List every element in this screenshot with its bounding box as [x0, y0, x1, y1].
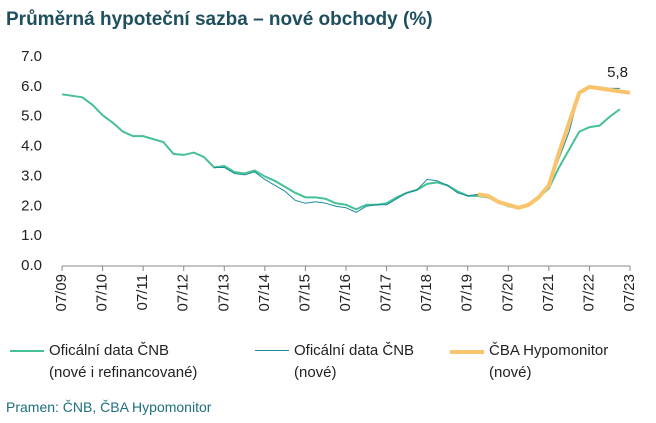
y-tick-label: 1.0 — [21, 227, 42, 244]
legend-item: Oficální data ČNB (nové) — [255, 340, 414, 384]
y-tick-label: 6.0 — [21, 78, 42, 95]
x-tick-label: 07/09 — [53, 274, 70, 312]
x-tick-label: 07/18 — [418, 274, 435, 312]
x-tick-label: 07/21 — [540, 274, 557, 312]
chart: Průměrná hypoteční sazba – nové obchody … — [6, 9, 638, 312]
x-tick-label: 07/13 — [215, 274, 232, 312]
legend-item: Oficální data ČNB (nové i refinancované) — [10, 340, 197, 384]
x-tick-label: 07/15 — [296, 274, 313, 312]
legend: Oficální data ČNB (nové i refinancované)… — [10, 340, 650, 390]
x-tick-label: 07/23 — [621, 274, 638, 312]
legend-label: ČBA Hypomonitor (nové) — [489, 342, 609, 381]
legend-item: ČBA Hypomonitor (nové) — [450, 340, 608, 384]
y-tick-label: 0.0 — [21, 257, 42, 274]
legend-swatch — [255, 350, 289, 351]
x-tick-label: 07/14 — [256, 274, 273, 312]
x-tick-label: 07/19 — [459, 274, 476, 312]
x-tick-label: 07/11 — [134, 274, 151, 310]
series-line — [477, 84, 631, 210]
chart-title: Průměrná hypoteční sazba – nové obchody … — [6, 9, 433, 30]
y-tick-label: 3.0 — [21, 167, 42, 184]
x-tick-label: 07/20 — [499, 274, 516, 312]
y-tick-label: 4.0 — [21, 138, 42, 155]
y-tick-label: 5.0 — [21, 108, 42, 125]
x-tick-label: 07/12 — [175, 274, 192, 312]
legend-swatch — [450, 350, 484, 354]
x-tick-label: 07/10 — [94, 274, 111, 312]
legend-swatch — [10, 350, 44, 352]
annotation: 5,8 — [607, 64, 628, 81]
x-tick-label: 07/16 — [337, 274, 354, 312]
x-tick-label: 07/17 — [378, 274, 395, 312]
y-tick-label: 7.0 — [21, 48, 42, 65]
y-tick-label: 2.0 — [21, 197, 42, 214]
series-line — [61, 93, 621, 211]
legend-label: Oficální data ČNB (nové) — [294, 342, 415, 381]
x-tick-label: 07/22 — [580, 274, 597, 312]
legend-label: Oficální data ČNB (nové i refinancované) — [49, 342, 198, 381]
source: Pramen: ČNB, ČBA Hypomonitor — [6, 399, 212, 415]
